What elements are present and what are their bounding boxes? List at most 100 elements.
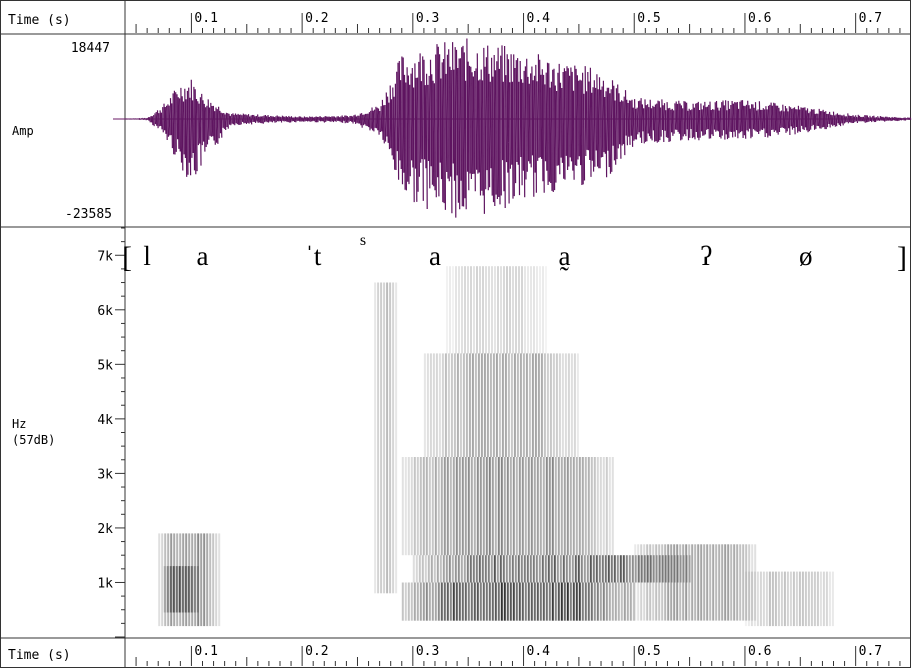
spectrogram-band xyxy=(646,544,649,621)
spectrogram-band xyxy=(491,266,493,354)
spectrogram-band xyxy=(574,555,577,583)
spectrogram-band xyxy=(413,582,416,621)
spectrogram-band xyxy=(623,582,626,621)
spectrogram-band xyxy=(774,571,777,627)
spectrogram-band xyxy=(825,571,828,627)
transcription-segment: s xyxy=(360,232,366,249)
spectrogram-band xyxy=(500,582,503,621)
spectrogram-band xyxy=(455,266,457,354)
spectrogram-band xyxy=(556,555,559,583)
spectrogram-band xyxy=(410,582,413,621)
spectrogram-band xyxy=(756,571,759,627)
spectrogram-band xyxy=(596,457,599,556)
spectrogram-band xyxy=(637,544,640,621)
spectrogram-band xyxy=(759,571,762,627)
spectrogram-band xyxy=(423,353,426,457)
spectrogram-band xyxy=(634,544,637,621)
spectrogram-band xyxy=(565,555,568,583)
spectrogram-band xyxy=(697,544,700,621)
spectrogram-band xyxy=(578,457,581,556)
spectrogram-band xyxy=(196,566,199,613)
spectrogram-band xyxy=(421,555,424,583)
spectrogram-band xyxy=(661,544,664,621)
spectrogram-band xyxy=(605,457,608,556)
spectrogram-band xyxy=(433,555,436,583)
spectrogram-band xyxy=(377,282,380,594)
spectrogram-band xyxy=(500,457,503,556)
spectrogram-band xyxy=(158,533,161,627)
spectrogram-band xyxy=(427,555,430,583)
spectrogram-band xyxy=(488,266,490,354)
spectrogram-band xyxy=(184,566,187,613)
spectrogram-band xyxy=(497,582,500,621)
spectrogram-band xyxy=(461,582,464,621)
spectrogram-band xyxy=(536,582,539,621)
spectrogram-band xyxy=(461,457,464,556)
spectrogram-band xyxy=(419,457,422,556)
spectrogram-band xyxy=(434,457,437,556)
spectrogram-band xyxy=(172,566,175,613)
spectrogram-band xyxy=(422,457,425,556)
spectrogram-band xyxy=(452,457,455,556)
spectrogram-band xyxy=(446,582,449,621)
spectrogram-band xyxy=(561,353,564,457)
spectrogram-band xyxy=(545,582,548,621)
spectrogram-band xyxy=(685,555,688,583)
spectrogram-band xyxy=(792,571,795,627)
spectrogram-band xyxy=(429,353,432,457)
spectrogram-band xyxy=(566,582,569,621)
spectrogram-band xyxy=(516,353,519,457)
spectrogram-band xyxy=(473,266,475,354)
spectrogram-band xyxy=(655,544,658,621)
spectrogram-band xyxy=(437,457,440,556)
spectrogram-band xyxy=(479,582,482,621)
spectrogram-band xyxy=(667,555,670,583)
spectrogram-band xyxy=(548,457,551,556)
spectrogram-band xyxy=(476,457,479,556)
spectrogram-band xyxy=(733,544,736,621)
spectrogram-band xyxy=(541,555,544,583)
spectrogram-band xyxy=(560,457,563,556)
spectrogram-band xyxy=(410,457,413,556)
spectrogram-band xyxy=(748,544,751,621)
spectrogram-band xyxy=(721,544,724,621)
spectrogram-band xyxy=(170,533,173,627)
spectrogram-band xyxy=(539,266,541,354)
spectrogram-band xyxy=(510,353,513,457)
spectrogram-band xyxy=(469,555,472,583)
spectrogram-band xyxy=(531,353,534,457)
spectrogram-band xyxy=(564,353,567,457)
spectrogram-band xyxy=(536,457,539,556)
spectrogram-band xyxy=(783,571,786,627)
spectrogram-band xyxy=(730,544,733,621)
spectrogram-band xyxy=(551,457,554,556)
spectrogram-band xyxy=(464,266,466,354)
spectrogram-band xyxy=(593,582,596,621)
spectrogram-band xyxy=(546,353,549,457)
spectrogram-band xyxy=(498,353,501,457)
spectrogram-band xyxy=(626,582,629,621)
spectrogram-band xyxy=(580,555,583,583)
spectrogram-band xyxy=(798,571,801,627)
spectrogram-band xyxy=(491,582,494,621)
spectrogram-band xyxy=(751,544,754,621)
spectrogram-band xyxy=(175,566,178,613)
spectrogram-band xyxy=(553,555,556,583)
spectrogram-band xyxy=(464,457,467,556)
spectrogram-band xyxy=(446,266,448,354)
top-time-axis: Time (s) 0.1 0.2 0.3 0.4 0.5 0.6 0.7 xyxy=(8,11,901,33)
spectrogram-band xyxy=(456,353,459,457)
spectrogram-band xyxy=(436,555,439,583)
spectrogram-band xyxy=(505,555,508,583)
transcription-close-bracket: ] xyxy=(897,241,907,274)
spectrogram-band xyxy=(446,457,449,556)
spectrogram-band xyxy=(470,582,473,621)
spectrogram-band xyxy=(488,582,491,621)
spectrogram-band xyxy=(789,571,792,627)
spectrogram-band xyxy=(616,555,619,583)
spectrogram-band xyxy=(634,555,637,583)
spectrogram-band xyxy=(520,555,523,583)
phonetic-transcription: [l a ˈt s a a̰ ʔ ø] xyxy=(122,232,907,274)
spectrogram-band xyxy=(441,353,444,457)
spectrogram-band xyxy=(380,282,383,594)
